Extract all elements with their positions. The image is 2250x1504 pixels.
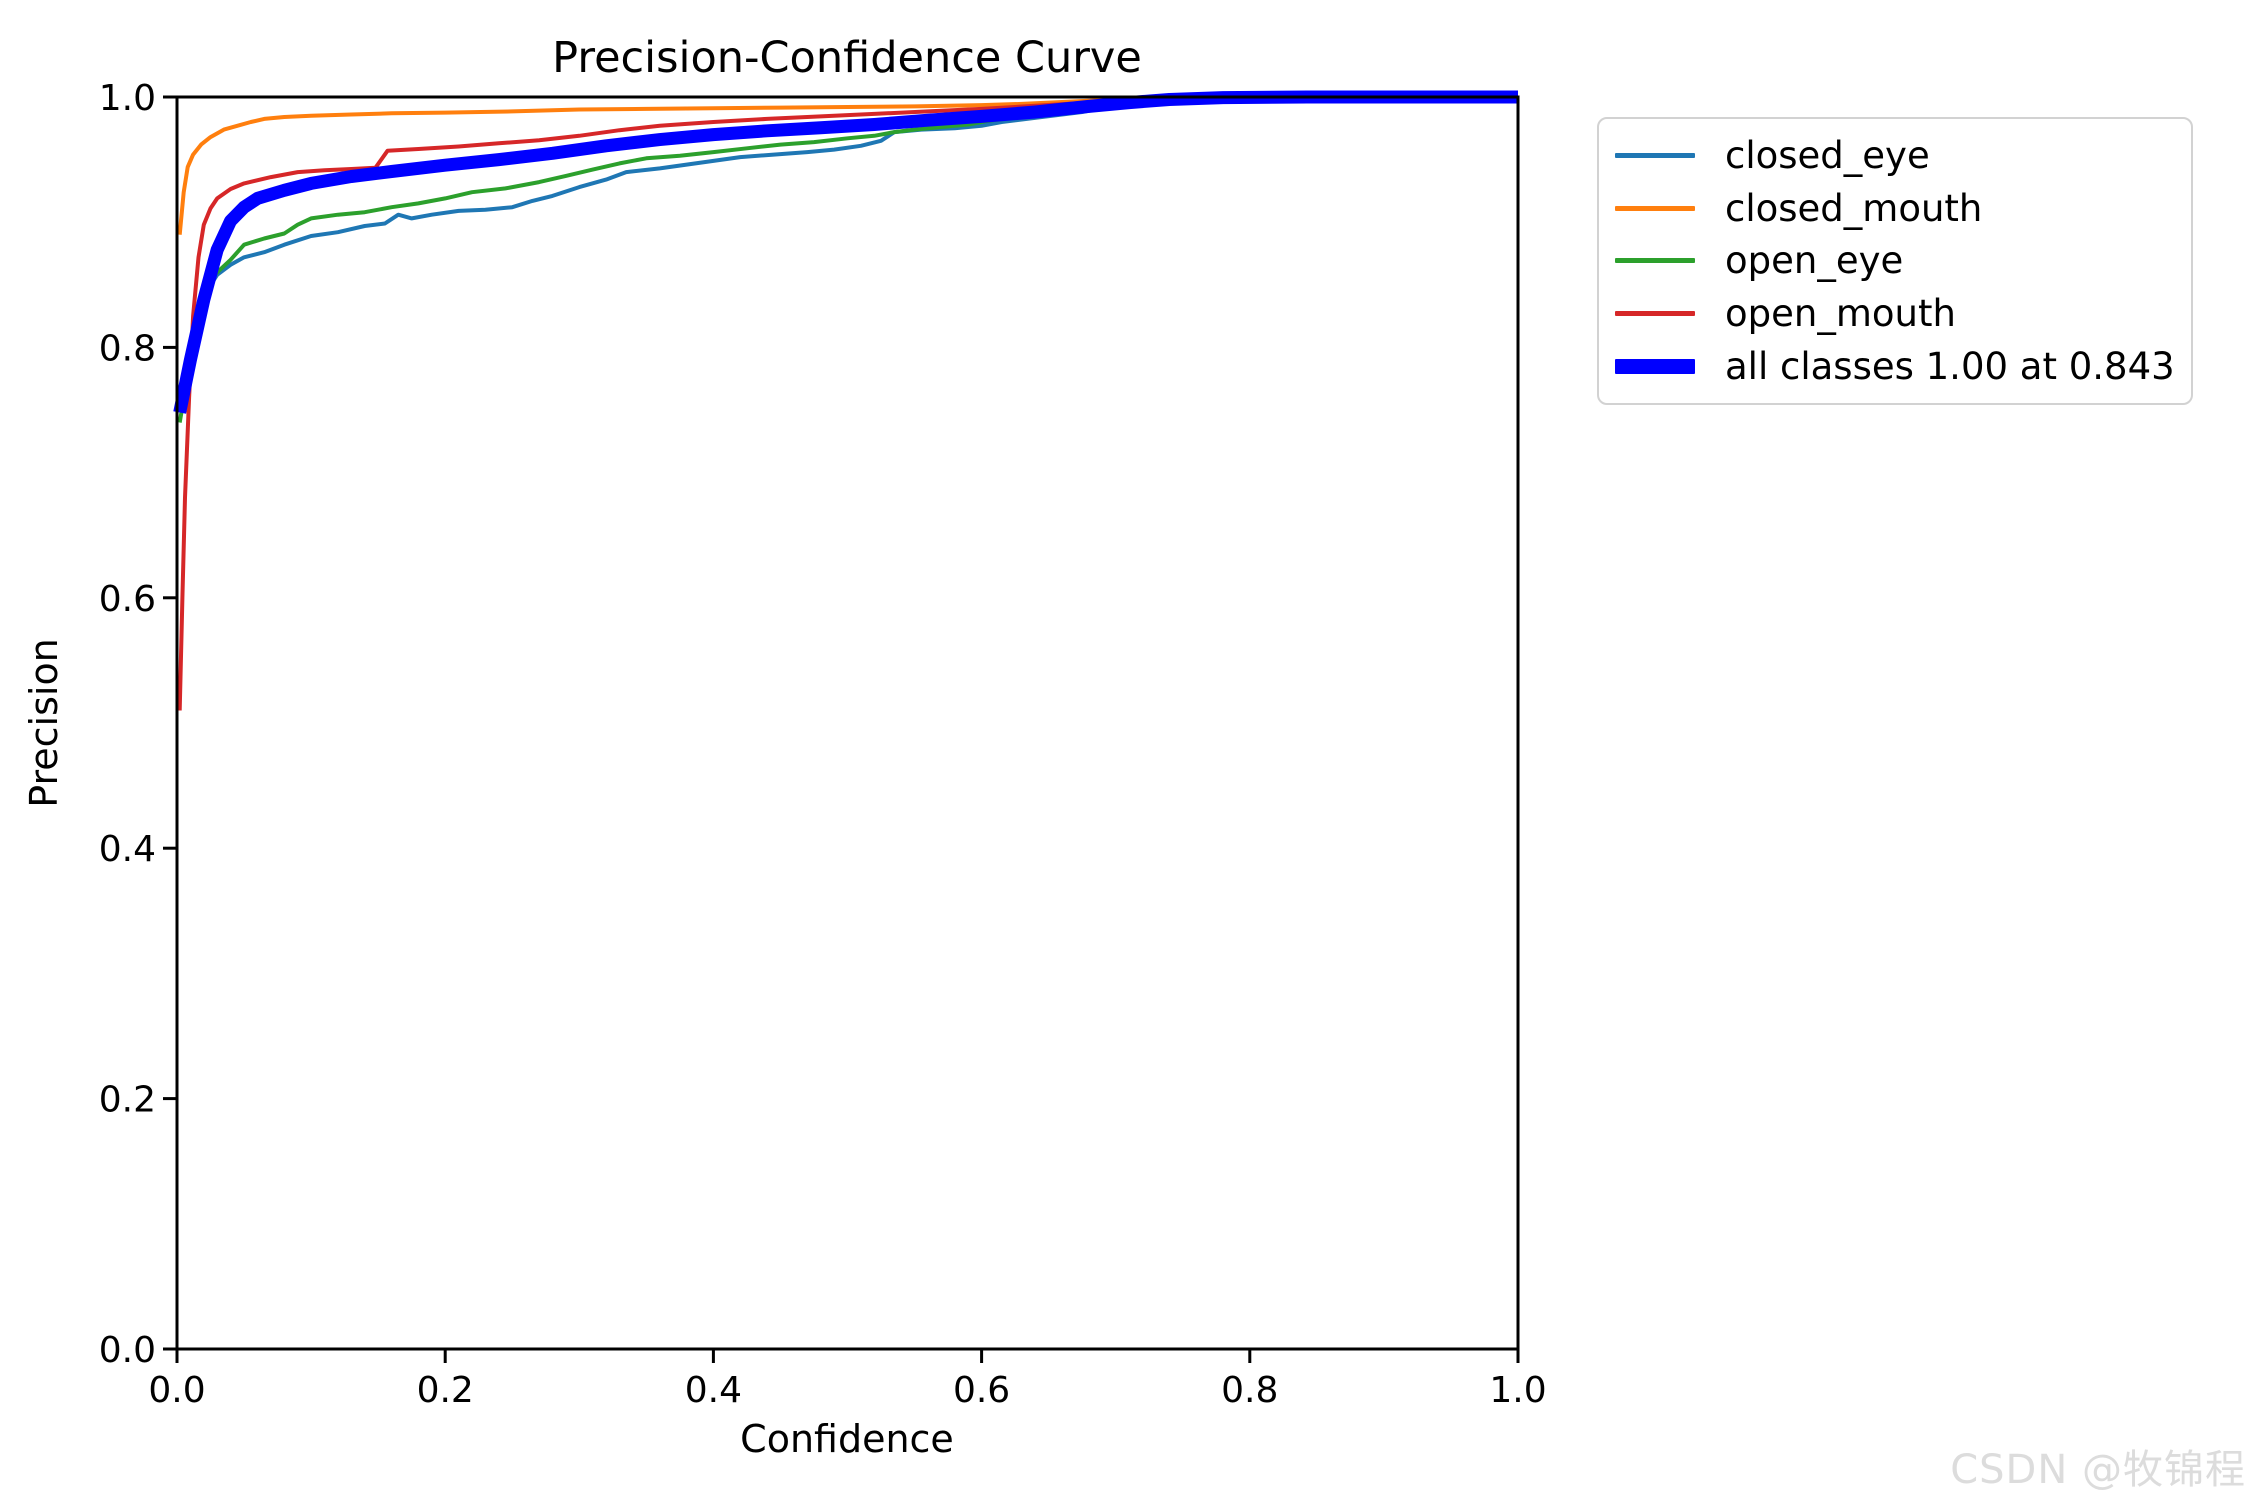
legend-line-sample-closed-mouth: [1615, 205, 1695, 211]
legend-label-open-mouth: open_mouth: [1725, 292, 1956, 336]
y-ticks-group: 0.0 0.2 0.4 0.6 0.8 1.0: [99, 78, 177, 1371]
legend-label-closed-eye: closed_eye: [1725, 133, 1930, 177]
legend-line-sample-open-mouth: [1615, 311, 1695, 317]
x-axis-label: Confidence: [740, 1417, 954, 1461]
x-tick-label: 0.2: [417, 1370, 474, 1411]
y-tick-label: 0.4: [99, 829, 156, 870]
legend-row-closed-eye: closed_eye: [1599, 129, 2191, 181]
legend-line-sample-all-classes: [1615, 359, 1695, 375]
legend-row-open-mouth: open_mouth: [1599, 288, 2191, 340]
legend-label-closed-mouth: closed_mouth: [1725, 186, 1983, 230]
x-tick-label: 0.6: [953, 1370, 1010, 1411]
curve-closed-eye: [177, 95, 1157, 411]
chart-title: Precision-Confidence Curve: [552, 33, 1142, 83]
y-tick-label: 0.6: [99, 579, 156, 620]
y-tick-label: 0.8: [99, 328, 156, 369]
legend-box: closed_eye closed_mouth open_eye open_mo…: [1597, 117, 2193, 405]
y-tick-label: 0.0: [99, 1330, 156, 1371]
curve-open-eye: [177, 95, 1150, 423]
legend-row-closed-mouth: closed_mouth: [1599, 182, 2191, 234]
y-tick-label: 0.2: [99, 1080, 156, 1121]
x-ticks-group: 0.0 0.2 0.4 0.6 0.8 1.0: [148, 1349, 1547, 1411]
x-tick-label: 0.8: [1221, 1370, 1278, 1411]
y-tick-label: 1.0: [99, 78, 156, 119]
plot-frame: [175, 95, 1520, 1351]
legend-row-all-classes: all classes 1.00 at 0.843: [1599, 341, 2191, 393]
curves-group: [173, 90, 1518, 711]
legend-line-sample-closed-eye: [1615, 152, 1695, 158]
x-tick-label: 1.0: [1489, 1370, 1546, 1411]
legend-label-open-eye: open_eye: [1725, 239, 1904, 283]
legend-label-all-classes: all classes 1.00 at 0.843: [1725, 345, 2175, 389]
y-axis-label: Precision: [22, 638, 66, 808]
legend-line-sample-open-eye: [1615, 258, 1695, 264]
x-tick-label: 0.4: [685, 1370, 742, 1411]
x-tick-label: 0.0: [148, 1370, 205, 1411]
legend-row-open-eye: open_eye: [1599, 235, 2191, 287]
curve-open-mouth: [177, 95, 1264, 711]
csdn-watermark: CSDN @牧锦程: [1950, 1447, 2246, 1493]
curve-all-classes-1-00-at-0-843: [173, 90, 1518, 414]
